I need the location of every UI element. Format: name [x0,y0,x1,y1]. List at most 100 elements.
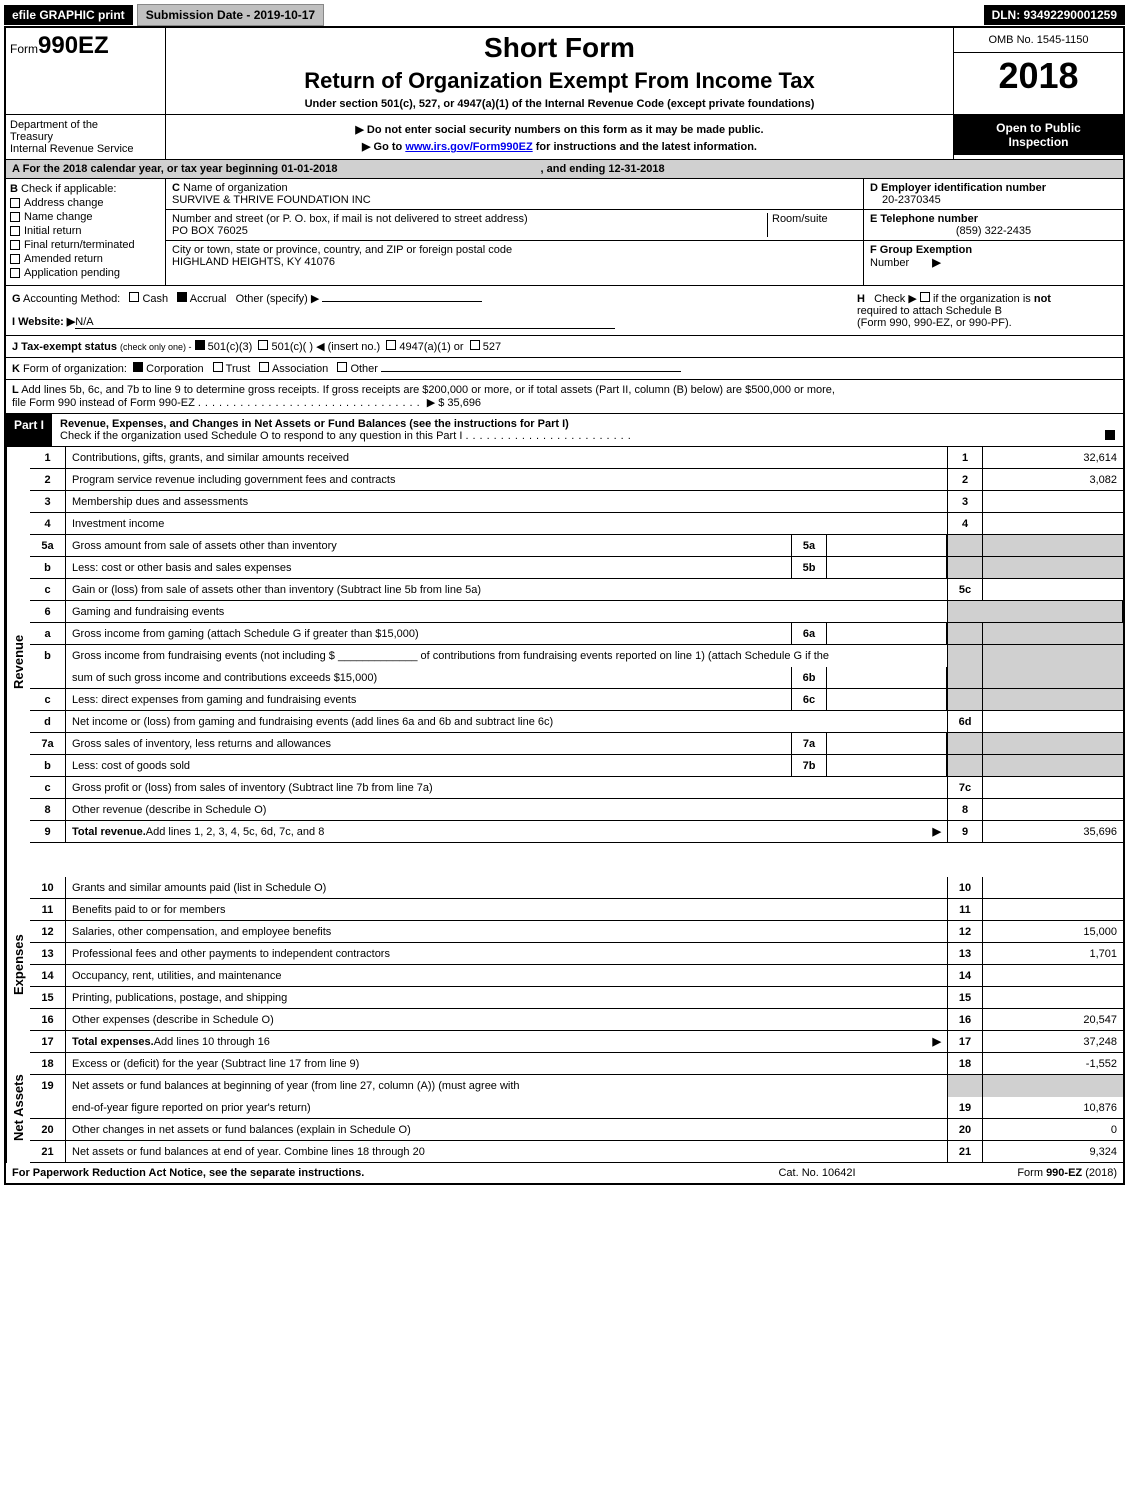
form-number-cell: Form990EZ [6,28,166,114]
l-text2: file Form 990 instead of Form 990-EZ [12,397,195,409]
checkbox-name-change[interactable] [10,212,20,222]
checkbox-final-return[interactable] [10,240,20,250]
submission-date-button[interactable]: Submission Date - 2019-10-17 [137,4,324,26]
row-number: 13 [30,943,66,964]
row-description: Less: cost or other basis and sales expe… [66,557,791,578]
g-label: G [12,293,21,305]
h-label: H [857,293,865,305]
row-number: 3 [30,491,66,512]
l-amount: ▶ $ 35,696 [427,397,481,409]
checkbox-4947[interactable] [386,340,396,350]
dept-row: Department of the Treasury Internal Reve… [4,114,1125,159]
dln-label: DLN: 93492290001259 [984,5,1125,25]
side-label-net-assets: Net Assets [6,1053,30,1163]
checkbox-association[interactable] [259,362,269,372]
right-number: 2 [947,469,983,490]
room-label: Room/suite [772,213,828,225]
accrual-label: Accrual [190,293,227,305]
checkbox-527[interactable] [470,340,480,350]
right-number-gray [947,733,983,754]
right-number: 6d [947,711,983,732]
row-number: b [30,755,66,776]
checkbox-schedule-o[interactable] [1105,430,1115,440]
row-description: Program service revenue including govern… [66,469,947,490]
irs-link[interactable]: www.irs.gov/Form990EZ [405,141,532,153]
row-description: Contributions, gifts, grants, and simila… [66,447,947,468]
mid-number: 6a [791,623,827,644]
addr-label: Number and street (or P. O. box, if mail… [172,213,528,225]
k-trust: Trust [226,363,251,375]
instruction-2-pre: ▶ Go to [362,141,405,153]
row-description: Net assets or fund balances at beginning… [66,1075,947,1097]
city-label: City or town, state or province, country… [172,244,512,256]
header-right: OMB No. 1545-1150 2018 [953,28,1123,114]
right-value [983,513,1123,534]
table-row: 11Benefits paid to or for members11 [30,899,1123,921]
right-value-gray [983,557,1123,578]
checkbox-other-org[interactable] [337,362,347,372]
row-description: sum of such gross income and contributio… [66,667,791,688]
row-number: 2 [30,469,66,490]
i-label: I Website: ▶ [12,316,75,328]
return-title: Return of Organization Exempt From Incom… [174,68,945,94]
efile-button[interactable]: efile GRAPHIC print [4,5,133,25]
right-value: 10,876 [983,1097,1123,1118]
checkbox-application-pending[interactable] [10,268,20,278]
row-description: Gain or (loss) from sale of assets other… [66,579,947,600]
row-number: 8 [30,799,66,820]
row-description: Gross income from fundraising events (no… [66,645,947,667]
row-number: 6 [30,601,66,622]
right-number: 10 [947,877,983,898]
row-number: 1 [30,447,66,468]
footer-right-post: (2018) [1082,1167,1117,1179]
mid-value [827,733,947,754]
right-number-gray [947,557,983,578]
right-value: -1,552 [983,1053,1123,1074]
table-row: end-of-year figure reported on prior yea… [30,1097,1123,1119]
checkbox-trust[interactable] [213,362,223,372]
checkbox-amended-return[interactable] [10,254,20,264]
form-prefix: Form [10,42,38,56]
dept-line1: Department of the [10,119,161,131]
right-value-gray [983,755,1123,776]
part-1-label: Part I [6,414,52,446]
instructions-cell: ▶ Do not enter social security numbers o… [166,115,953,159]
part-1-header: Part I Revenue, Expenses, and Changes in… [4,414,1125,447]
city-value: HIGHLAND HEIGHTS, KY 41076 [172,256,335,268]
row-description: Total revenue. Add lines 1, 2, 3, 4, 5c,… [66,821,947,842]
j-opt4: 527 [483,341,501,353]
row-description: Salaries, other compensation, and employ… [66,921,947,942]
row-number: 11 [30,899,66,920]
checkbox-initial-return[interactable] [10,226,20,236]
right-number: 5c [947,579,983,600]
table-row: 16Other expenses (describe in Schedule O… [30,1009,1123,1031]
check-label: Check if applicable: [21,183,116,195]
row-description: Other revenue (describe in Schedule O) [66,799,947,820]
phone-value: (859) 322-2435 [870,225,1117,237]
open-public-1: Open to Public [960,121,1117,135]
org-info-section: B Check if applicable: Address change Na… [4,179,1125,286]
right-number-gray [947,667,983,688]
right-value [983,491,1123,512]
j-opt2: 501(c)( ) [271,341,313,353]
checkbox-address-change[interactable] [10,198,20,208]
row-description: Printing, publications, postage, and shi… [66,987,947,1008]
right-number: 21 [947,1141,983,1162]
table-row: 15Printing, publications, postage, and s… [30,987,1123,1009]
top-bar: efile GRAPHIC print Submission Date - 20… [4,4,1125,26]
row-number: 14 [30,965,66,986]
right-number: 4 [947,513,983,534]
h-text3: (Form 990, 990-EZ, or 990-PF). [857,317,1012,329]
checkbox-501c3[interactable] [195,340,205,350]
dept-cell: Department of the Treasury Internal Reve… [6,115,166,159]
checkbox-501c[interactable] [258,340,268,350]
checkbox-accrual[interactable] [177,292,187,302]
right-value-gray [983,667,1123,688]
table-row: sum of such gross income and contributio… [30,667,1123,689]
right-value [983,877,1123,898]
checkbox-corporation[interactable] [133,362,143,372]
f-label2: Number [870,257,909,269]
footer-right-bold: 990-EZ [1046,1167,1082,1179]
checkbox-cash[interactable] [129,292,139,302]
checkbox-schedule-b[interactable] [920,292,930,302]
